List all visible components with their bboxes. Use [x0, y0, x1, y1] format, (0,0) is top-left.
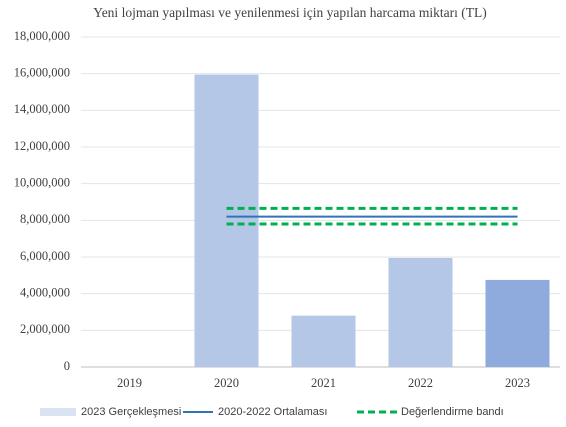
y-tick-label: 6,000,000	[20, 249, 70, 263]
x-tick-label: 2019	[117, 376, 142, 390]
y-tick-label: 18,000,000	[14, 29, 70, 43]
legend-label: Değerlendirme bandı	[401, 406, 504, 418]
y-tick-label: 4,000,000	[20, 286, 70, 300]
chart-title: Yeni lojman yapılması ve yenilenmesi içi…	[93, 5, 486, 20]
legend-label: 2020-2022 Ortalaması	[218, 406, 327, 418]
x-tick-label: 2023	[505, 376, 530, 390]
bar	[485, 279, 550, 367]
x-tick-label: 2022	[408, 376, 433, 390]
bar	[194, 74, 259, 367]
y-tick-label: 14,000,000	[14, 102, 70, 116]
x-tick-label: 2020	[214, 376, 239, 390]
bar	[291, 315, 356, 367]
x-tick-label: 2021	[311, 376, 336, 390]
y-tick-label: 10,000,000	[14, 176, 70, 190]
legend-label: 2023 Gerçekleşmesi	[81, 406, 181, 418]
bar	[388, 257, 453, 367]
y-tick-label: 2,000,000	[20, 322, 70, 336]
y-tick-label: 12,000,000	[14, 139, 70, 153]
y-tick-label: 8,000,000	[20, 212, 70, 226]
y-tick-label: 0	[64, 359, 70, 373]
legend-swatch	[40, 408, 76, 416]
y-tick-label: 16,000,000	[14, 66, 70, 80]
